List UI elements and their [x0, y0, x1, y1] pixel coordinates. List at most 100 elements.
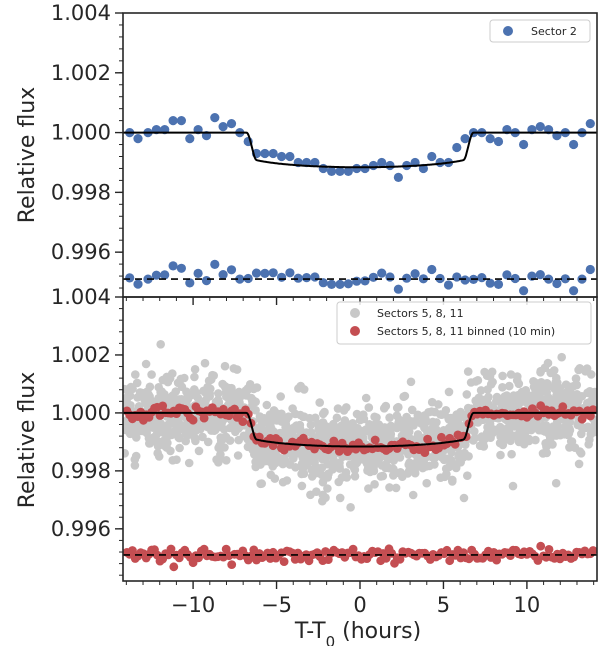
top-point-s1-46 — [510, 273, 520, 284]
bottom-raw-point-1465 — [506, 370, 516, 379]
bottom-raw-point-1064 — [191, 426, 201, 435]
bottom-raw-point-1358 — [454, 423, 464, 432]
bottom-raw-point-1347 — [139, 391, 149, 401]
bottom-raw-point-707 — [215, 441, 225, 450]
bottom-raw-point-1272 — [417, 455, 427, 465]
bottom-raw-point-1469 — [190, 365, 200, 374]
bottom-raw-point-965 — [434, 400, 443, 409]
bottom-raw-point-820 — [206, 384, 215, 394]
top-ytick-label-2: 1.000 — [51, 121, 111, 145]
bottom-raw-point-552 — [284, 412, 293, 422]
bottom-binned-residual-150 — [536, 541, 546, 551]
bottom-raw-point-126 — [406, 377, 416, 387]
bottom-raw-point-1343 — [294, 425, 304, 435]
bottom-raw-point-1362 — [476, 386, 486, 395]
bottom-raw-point-1408 — [587, 398, 597, 407]
bottom-raw-point-802 — [552, 373, 561, 383]
bottom-raw-point-1207 — [381, 401, 391, 411]
bottom-raw-point-1475 — [452, 410, 462, 419]
bottom-raw-point-1398 — [270, 411, 280, 421]
top-point-s1-36 — [427, 264, 437, 275]
bottom-ytick-label-3: 1.002 — [51, 343, 111, 367]
bottom-raw-point-985 — [448, 477, 457, 486]
bottom-raw-point-100 — [198, 432, 207, 442]
bottom-raw-point-1247 — [152, 419, 161, 429]
bottom-raw-point-1021 — [311, 413, 320, 423]
xtick-label-3: 5 — [437, 593, 450, 617]
top-ytick-label-4: 1.004 — [51, 1, 111, 25]
bottom-raw-point-1369 — [526, 425, 536, 435]
bottom-raw-point-1387 — [343, 433, 352, 443]
bottom-raw-point-623 — [131, 370, 140, 379]
top-point-s1-16 — [260, 268, 270, 278]
bottom-raw-point-1283 — [561, 380, 571, 390]
bottom-raw-point-1230 — [428, 417, 438, 427]
top-ytick-label-3: 1.002 — [51, 61, 111, 85]
top-point-s0-18 — [277, 151, 287, 162]
top-point-s1-20 — [293, 273, 303, 283]
bottom-raw-point-1016 — [158, 375, 168, 385]
bottom-raw-point-1426 — [505, 400, 515, 409]
top-point-s1-18 — [277, 272, 287, 282]
top-point-s0-53 — [569, 139, 579, 150]
bottom-raw-point-1038 — [574, 365, 583, 375]
top-point-s0-36 — [427, 151, 437, 162]
bottom-raw-point-1338 — [341, 419, 351, 428]
bottom-raw-point-679 — [194, 446, 204, 456]
top-point-s0-26 — [343, 166, 353, 176]
top-ytick-label-0: 0.996 — [51, 240, 111, 264]
bottom-raw-point-1486 — [337, 473, 347, 482]
top-point-s1-34 — [410, 269, 420, 279]
xtick-label-0: −10 — [171, 593, 215, 617]
top-point-s1-9 — [201, 276, 212, 286]
bottom-raw-point-1100 — [323, 484, 332, 493]
bottom-raw-point-1307 — [413, 411, 423, 420]
bottom-raw-point-1081 — [225, 436, 235, 445]
bottom-raw-point-355 — [463, 367, 473, 376]
bottom-raw-point-1170 — [162, 430, 172, 439]
bottom-binned-residual-82 — [348, 544, 358, 554]
top-point-s1-47 — [519, 286, 529, 296]
bottom-raw-point-1183 — [430, 407, 440, 417]
top-point-s1-19 — [285, 268, 295, 278]
top-point-s0-49 — [535, 122, 545, 132]
top-point-s1-44 — [493, 279, 504, 289]
bottom-raw-point-1228 — [216, 450, 225, 459]
bottom-legend-label-binned: Sectors 5, 8, 11 binned (10 min) — [377, 325, 555, 338]
bottom-raw-point-1482 — [422, 426, 432, 435]
top-point-s1-30 — [377, 268, 387, 278]
bottom-raw-point-1462 — [181, 397, 190, 406]
bottom-raw-point-147 — [444, 387, 454, 397]
bottom-raw-point-1286 — [208, 370, 217, 380]
bottom-ytick-label-0: 0.996 — [51, 517, 111, 541]
bottom-legend-label-raw: Sectors 5, 8, 11 — [377, 307, 464, 320]
top-point-s1-55 — [585, 264, 595, 275]
top-point-s1-33 — [402, 273, 412, 283]
top-point-s1-17 — [268, 268, 278, 278]
bottom-raw-point-438 — [385, 483, 394, 492]
bottom-raw-point-1429 — [260, 426, 270, 436]
bottom-raw-point-1473 — [486, 433, 495, 443]
bottom-panel-ticks: 0.996 0.998 1.000 1.002 1.004 −10 −5 0 5 10 — [51, 285, 595, 617]
top-point-s0-11 — [218, 122, 228, 132]
top-point-s0-19 — [285, 151, 295, 162]
xlabel-tail: (hours) — [335, 619, 421, 644]
top-point-s1-45 — [502, 270, 512, 280]
top-point-s0-47 — [519, 139, 529, 150]
bottom-binned-residual-38 — [227, 560, 237, 569]
bottom-raw-point-1112 — [503, 434, 513, 444]
top-point-s1-43 — [485, 278, 495, 288]
bottom-raw-point-1224 — [509, 391, 518, 400]
bottom-raw-point-1296 — [495, 438, 505, 448]
bottom-raw-point-84 — [577, 429, 586, 439]
bottom-binned-point-109 — [423, 434, 432, 444]
top-point-s0-6 — [176, 116, 186, 126]
top-point-s1-25 — [335, 279, 345, 289]
bottom-raw-point-1073 — [407, 417, 417, 426]
bottom-raw-point-1239 — [233, 451, 243, 460]
bottom-raw-point-666 — [172, 455, 181, 465]
top-legend-box — [489, 19, 591, 43]
bottom-raw-point-1143 — [318, 496, 327, 506]
bottom-raw-point-129 — [551, 478, 561, 488]
bottom-raw-point-1492 — [455, 449, 465, 459]
